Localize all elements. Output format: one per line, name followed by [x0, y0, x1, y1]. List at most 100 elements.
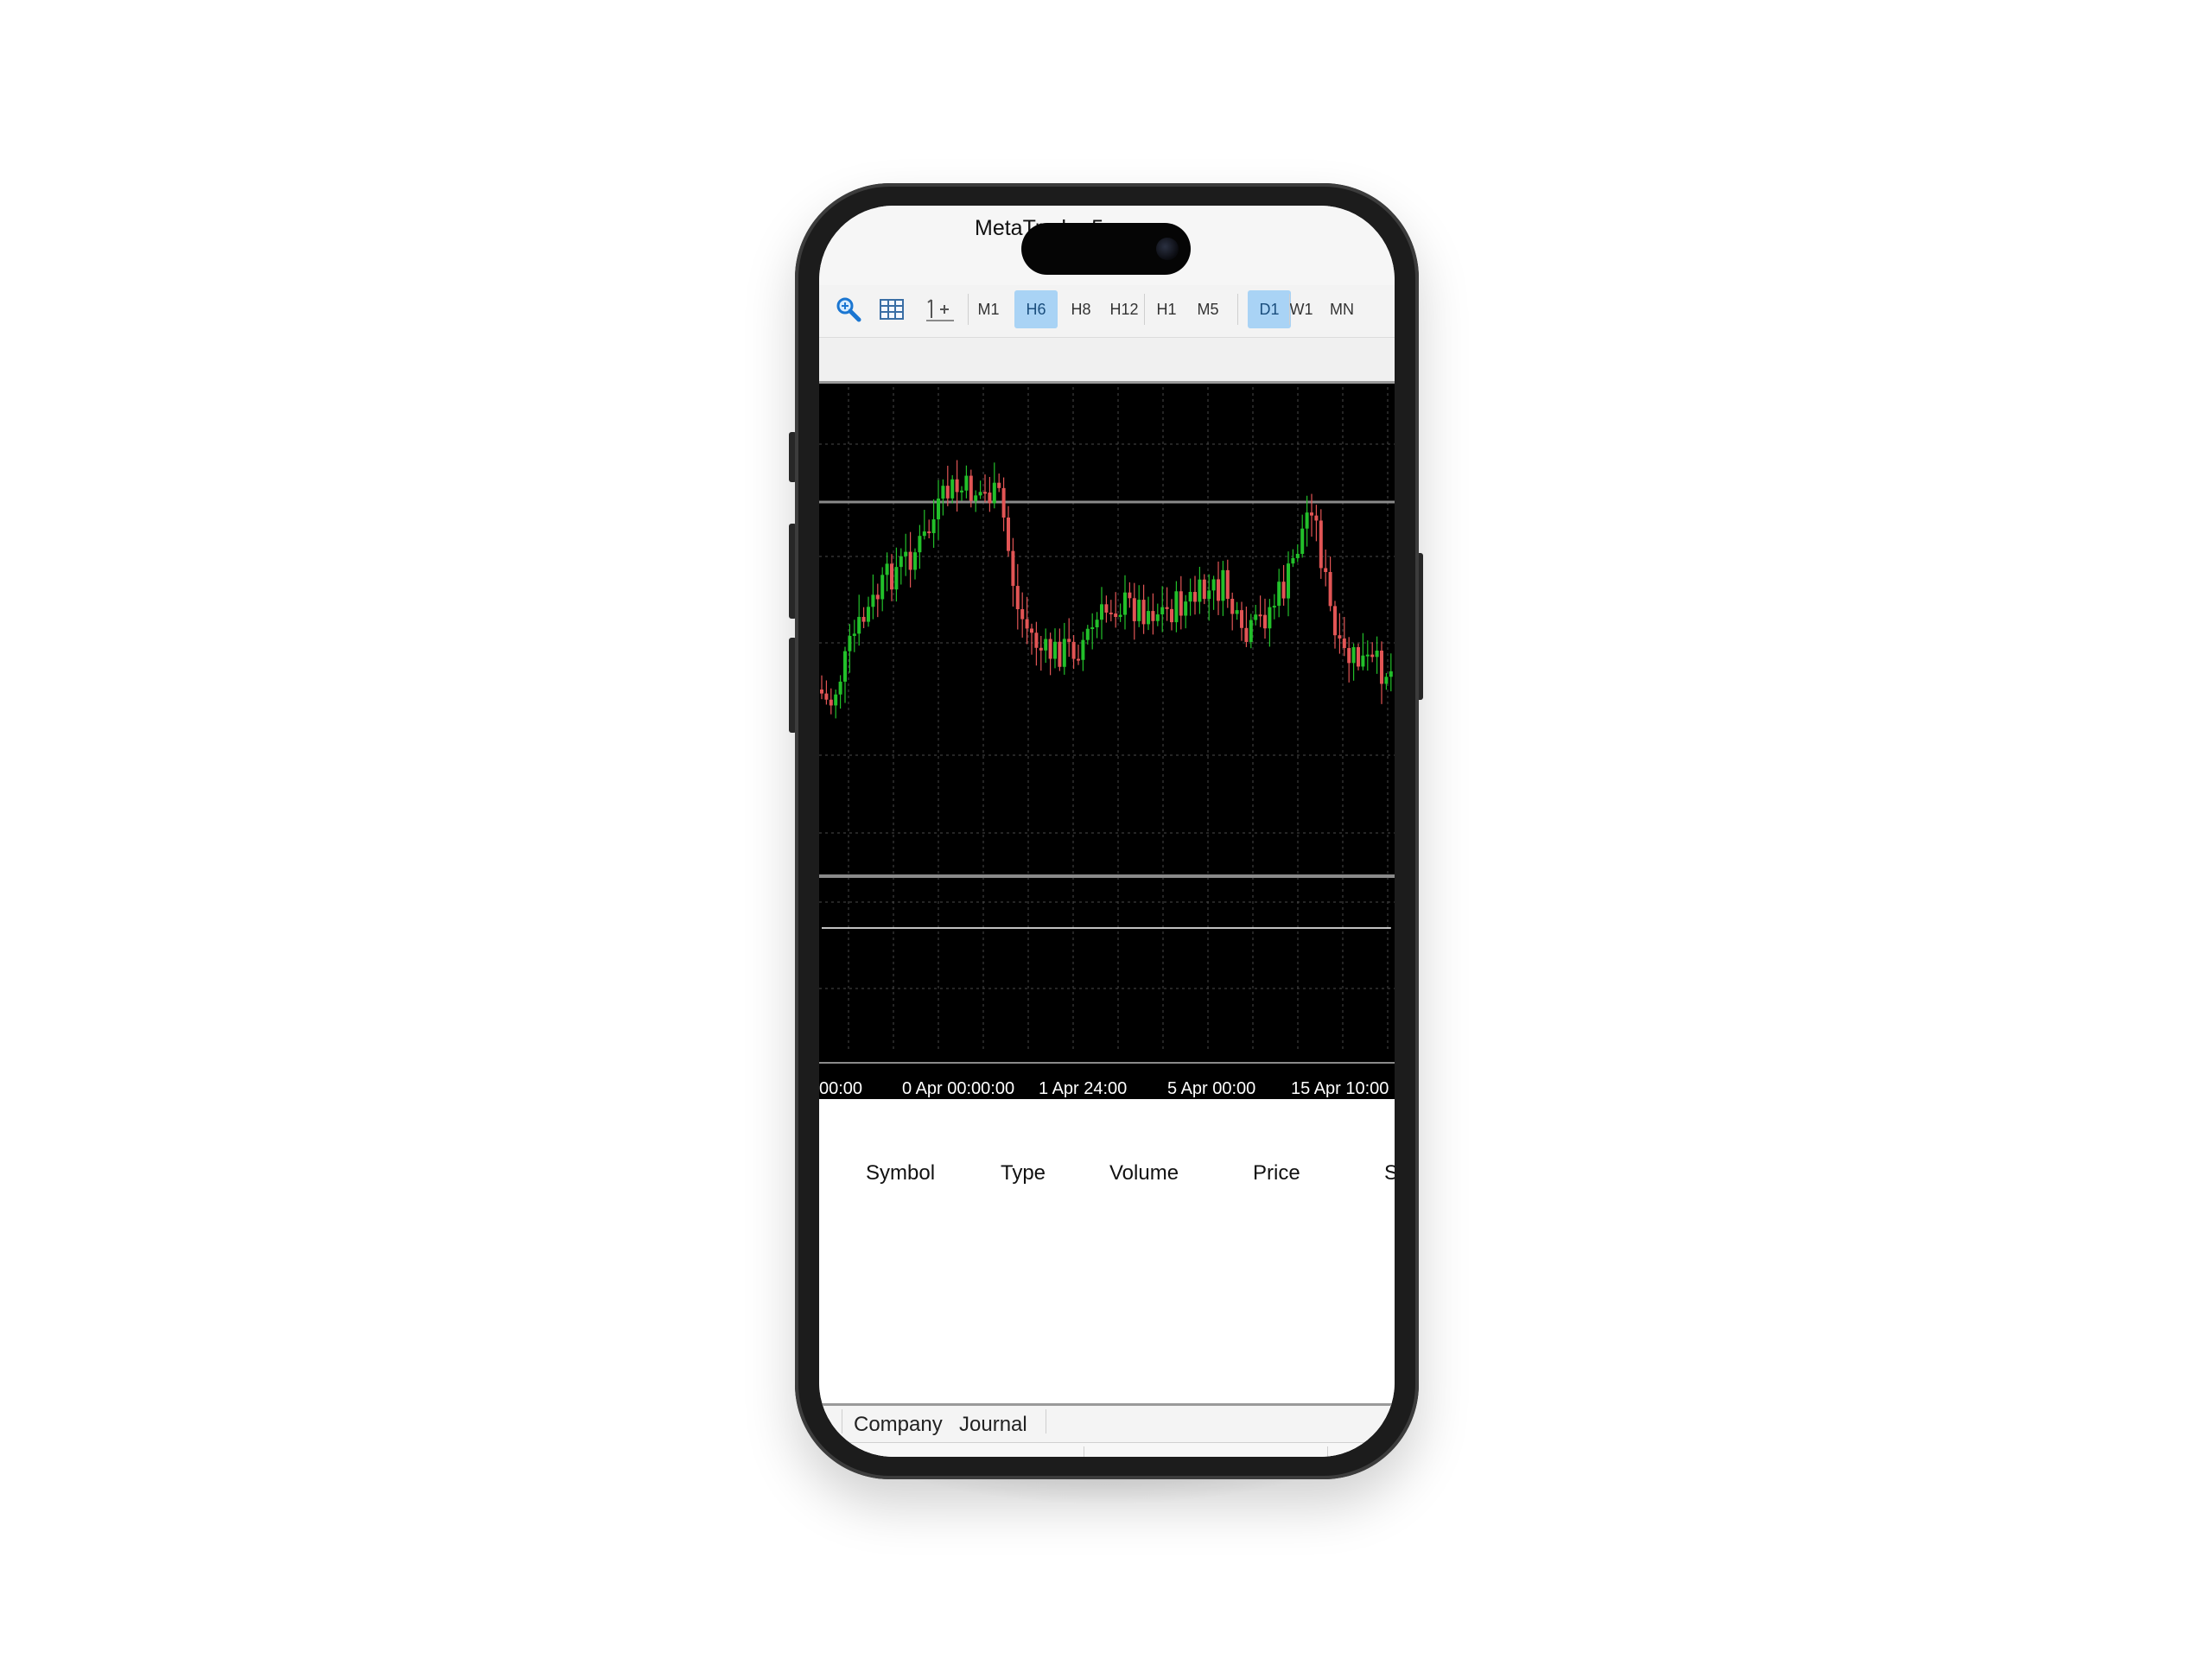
- candle-body: [1123, 592, 1127, 615]
- toolbox-panel: Symbol Type Volume Price S y Company Jou…: [819, 1099, 1395, 1457]
- candle-body: [1365, 654, 1370, 657]
- candle-body: [904, 551, 908, 556]
- candle-body: [978, 492, 982, 496]
- candle-body: [1155, 614, 1160, 621]
- candle-body: [1244, 627, 1249, 642]
- phone-volume-up: [789, 524, 797, 619]
- candle-body: [1384, 677, 1389, 684]
- candle-body: [885, 563, 889, 575]
- column-volume[interactable]: Volume: [1109, 1161, 1179, 1185]
- time-axis-label: 0 Apr 00:00:00: [902, 1079, 1014, 1098]
- candle-body: [1109, 612, 1113, 614]
- candle-body: [1300, 528, 1305, 554]
- candle-body: [852, 633, 856, 636]
- candle-body: [964, 475, 969, 491]
- candle-body: [1347, 647, 1351, 664]
- candle-body: [1319, 520, 1323, 569]
- candle-body: [1053, 641, 1057, 659]
- candle-body: [1263, 614, 1267, 629]
- candle-body: [1081, 639, 1085, 660]
- candle-body: [1147, 611, 1150, 625]
- column-symbol[interactable]: Symbol: [866, 1161, 936, 1185]
- candle-body: [1287, 563, 1290, 599]
- candle-body: [1165, 607, 1169, 609]
- column-price[interactable]: Price: [1253, 1161, 1300, 1185]
- candle-body: [1230, 599, 1235, 614]
- timeframe-button[interactable]: H8: [1071, 300, 1091, 318]
- timeframe-button[interactable]: D1: [1248, 290, 1291, 328]
- timeframe-button[interactable]: M1: [977, 300, 1000, 318]
- candle-body: [848, 635, 852, 652]
- candle-body: [1235, 610, 1239, 614]
- time-axis-label: 5 Apr 00:00: [1167, 1079, 1255, 1098]
- candle-body: [1338, 635, 1342, 639]
- candle-body: [1104, 604, 1109, 613]
- candle-body: [875, 594, 880, 600]
- candle-body: [1141, 600, 1146, 625]
- candle-body: [960, 490, 963, 493]
- timeframe-button[interactable]: H6: [1014, 290, 1058, 328]
- tab-company[interactable]: Company: [854, 1413, 943, 1436]
- candle-body: [1077, 658, 1080, 661]
- timeframe-button[interactable]: MN: [1330, 300, 1354, 318]
- time-axis-label: 1 Apr 24:00: [1039, 1079, 1127, 1098]
- timeframe-button[interactable]: H1: [1156, 300, 1177, 318]
- candle-body: [1375, 650, 1379, 658]
- tab-journal[interactable]: Journal: [959, 1413, 1027, 1436]
- candle-body: [1291, 557, 1295, 564]
- candle-body: [1370, 654, 1375, 658]
- candle-body: [1254, 614, 1258, 620]
- candle-body: [1020, 609, 1025, 620]
- candle-body: [1090, 626, 1095, 629]
- timeframe-button[interactable]: M5: [1197, 300, 1219, 318]
- candle-body: [1100, 604, 1103, 620]
- candle-body: [974, 495, 978, 501]
- candle-body: [997, 482, 1001, 488]
- candle-body: [1310, 512, 1313, 516]
- candle-body: [1295, 553, 1300, 558]
- toolbar-separator: [1289, 294, 1290, 325]
- zoom-icon[interactable]: [833, 290, 864, 328]
- toolbar-separator: [1144, 294, 1145, 325]
- phone-mute-switch: [789, 432, 797, 482]
- candle-body: [1268, 607, 1272, 629]
- candle-body: [1221, 569, 1225, 601]
- tab-history[interactable]: y: [819, 1413, 830, 1436]
- candle-body: [857, 616, 861, 634]
- candle-body: [1039, 647, 1043, 651]
- candle-body: [1015, 586, 1020, 610]
- candle-body: [1305, 512, 1309, 529]
- candle-body: [1389, 671, 1393, 677]
- column-type[interactable]: Type: [1001, 1161, 1046, 1185]
- secondary-toolbar: [819, 338, 1395, 384]
- grid-icon[interactable]: [876, 290, 907, 328]
- candle-body: [955, 479, 959, 493]
- candle-body: [1281, 582, 1286, 599]
- candle-body: [988, 493, 992, 504]
- candle-body: [983, 492, 987, 494]
- candle-body: [1137, 600, 1141, 621]
- candle-body: [894, 567, 899, 590]
- timeframe-button[interactable]: H12: [1109, 300, 1139, 318]
- candle-body: [861, 616, 866, 622]
- candle-body: [927, 531, 931, 534]
- toolbar-separator: [968, 294, 969, 325]
- candle-body: [899, 556, 903, 568]
- add-indicator-icon[interactable]: [921, 290, 959, 328]
- candle-body: [1198, 579, 1202, 602]
- candle-body: [945, 486, 950, 499]
- candle-body: [824, 693, 829, 700]
- candle-body: [1342, 638, 1346, 648]
- candle-body: [1174, 591, 1179, 623]
- candle-body: [829, 699, 833, 706]
- candle-body: [1170, 608, 1173, 623]
- candle-body: [1249, 620, 1253, 642]
- column-s[interactable]: S: [1384, 1161, 1395, 1185]
- candle-body: [992, 482, 996, 504]
- candle-body: [1062, 639, 1066, 667]
- candle-body: [867, 607, 870, 622]
- timeframe-button[interactable]: W1: [1289, 300, 1313, 318]
- phone-volume-down: [789, 638, 797, 733]
- candle-body: [1188, 592, 1192, 602]
- dynamic-island: [1021, 223, 1191, 275]
